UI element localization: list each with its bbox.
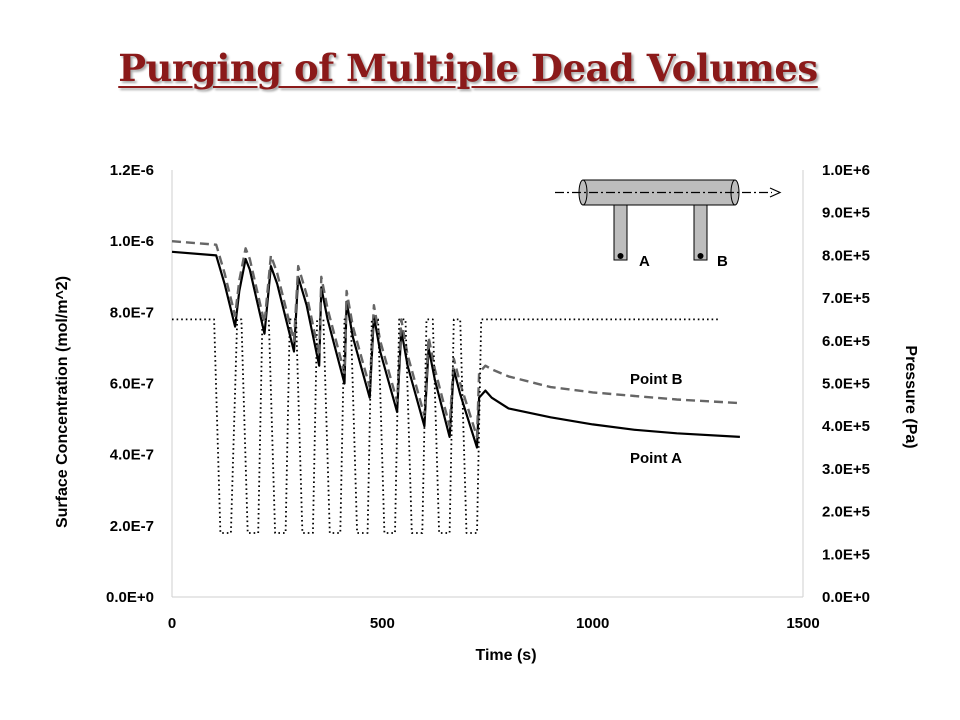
series-line-pressure (172, 318, 719, 534)
series-line-point-a (171, 250, 740, 449)
y-right-tick-label: 8.0E+5 (822, 247, 870, 264)
y-left-tick-label: 1.0E-6 (110, 233, 154, 250)
series-layer (171, 240, 740, 534)
y-right-tick-label: 2.0E+5 (822, 504, 870, 521)
y-left-tick-label: 0.0E+0 (106, 589, 154, 606)
y-right-tick-label: 6.0E+5 (822, 333, 870, 350)
series-label-point-a: Point A (630, 450, 682, 467)
y-right-tick-label: 1.0E+6 (822, 162, 870, 179)
x-tick-label: 0 (168, 615, 176, 632)
y-right-tick-label: 1.0E+5 (822, 546, 870, 563)
inset-label-a: A (639, 253, 650, 270)
dead-leg-a (613, 204, 628, 261)
inset-label-b: B (717, 253, 728, 270)
y-right-tick-label: 9.0E+5 (822, 205, 870, 222)
y-left-tick-label: 2.0E-7 (110, 518, 154, 535)
y-left-tick-label: 6.0E-7 (110, 376, 154, 393)
y-right-tick-label: 7.0E+5 (822, 290, 870, 307)
flow-arrow-head (769, 187, 782, 198)
y-right-tick-label: 3.0E+5 (822, 461, 870, 478)
x-tick-label: 1500 (786, 615, 819, 632)
y-axis-left-title: Surface Concentration (mol/m^2) (54, 276, 71, 528)
left-tick-labels: 0.0E+0 2.0E-7 4.0E-7 6.0E-7 8.0E-7 1.0E-6 1.2E… (106, 162, 154, 606)
page-title: Purging of Multiple Dead Volumes (118, 46, 818, 90)
y-right-tick-label: 4.0E+5 (822, 418, 870, 435)
series-label-point-b: Point B (630, 371, 683, 388)
y-axis-right-title: Pressure (Pa) (902, 345, 919, 448)
point-a-marker (617, 253, 624, 259)
x-axis-title: Time (s) (475, 647, 536, 664)
dead-leg-b (693, 204, 708, 261)
pipe-diagram-inset: A B (555, 179, 782, 270)
plot-frame (171, 170, 804, 598)
y-right-tick-label: 0.0E+0 (822, 589, 870, 606)
x-tick-labels: 0 500 1000 1500 (168, 615, 820, 632)
series-line-point-b (171, 240, 740, 439)
right-tick-labels: 0.0E+0 1.0E+5 2.0E+5 3.0E+5 4.0E+5 5.0E+5 6.0E… (822, 162, 870, 606)
y-left-tick-label: 8.0E-7 (110, 304, 154, 321)
y-left-tick-label: 4.0E-7 (110, 447, 154, 464)
y-left-tick-label: 1.2E-6 (110, 162, 154, 179)
x-tick-label: 500 (370, 615, 395, 632)
x-tick-label: 1000 (576, 615, 609, 632)
y-right-tick-label: 5.0E+5 (822, 376, 870, 393)
point-b-marker (697, 253, 704, 259)
